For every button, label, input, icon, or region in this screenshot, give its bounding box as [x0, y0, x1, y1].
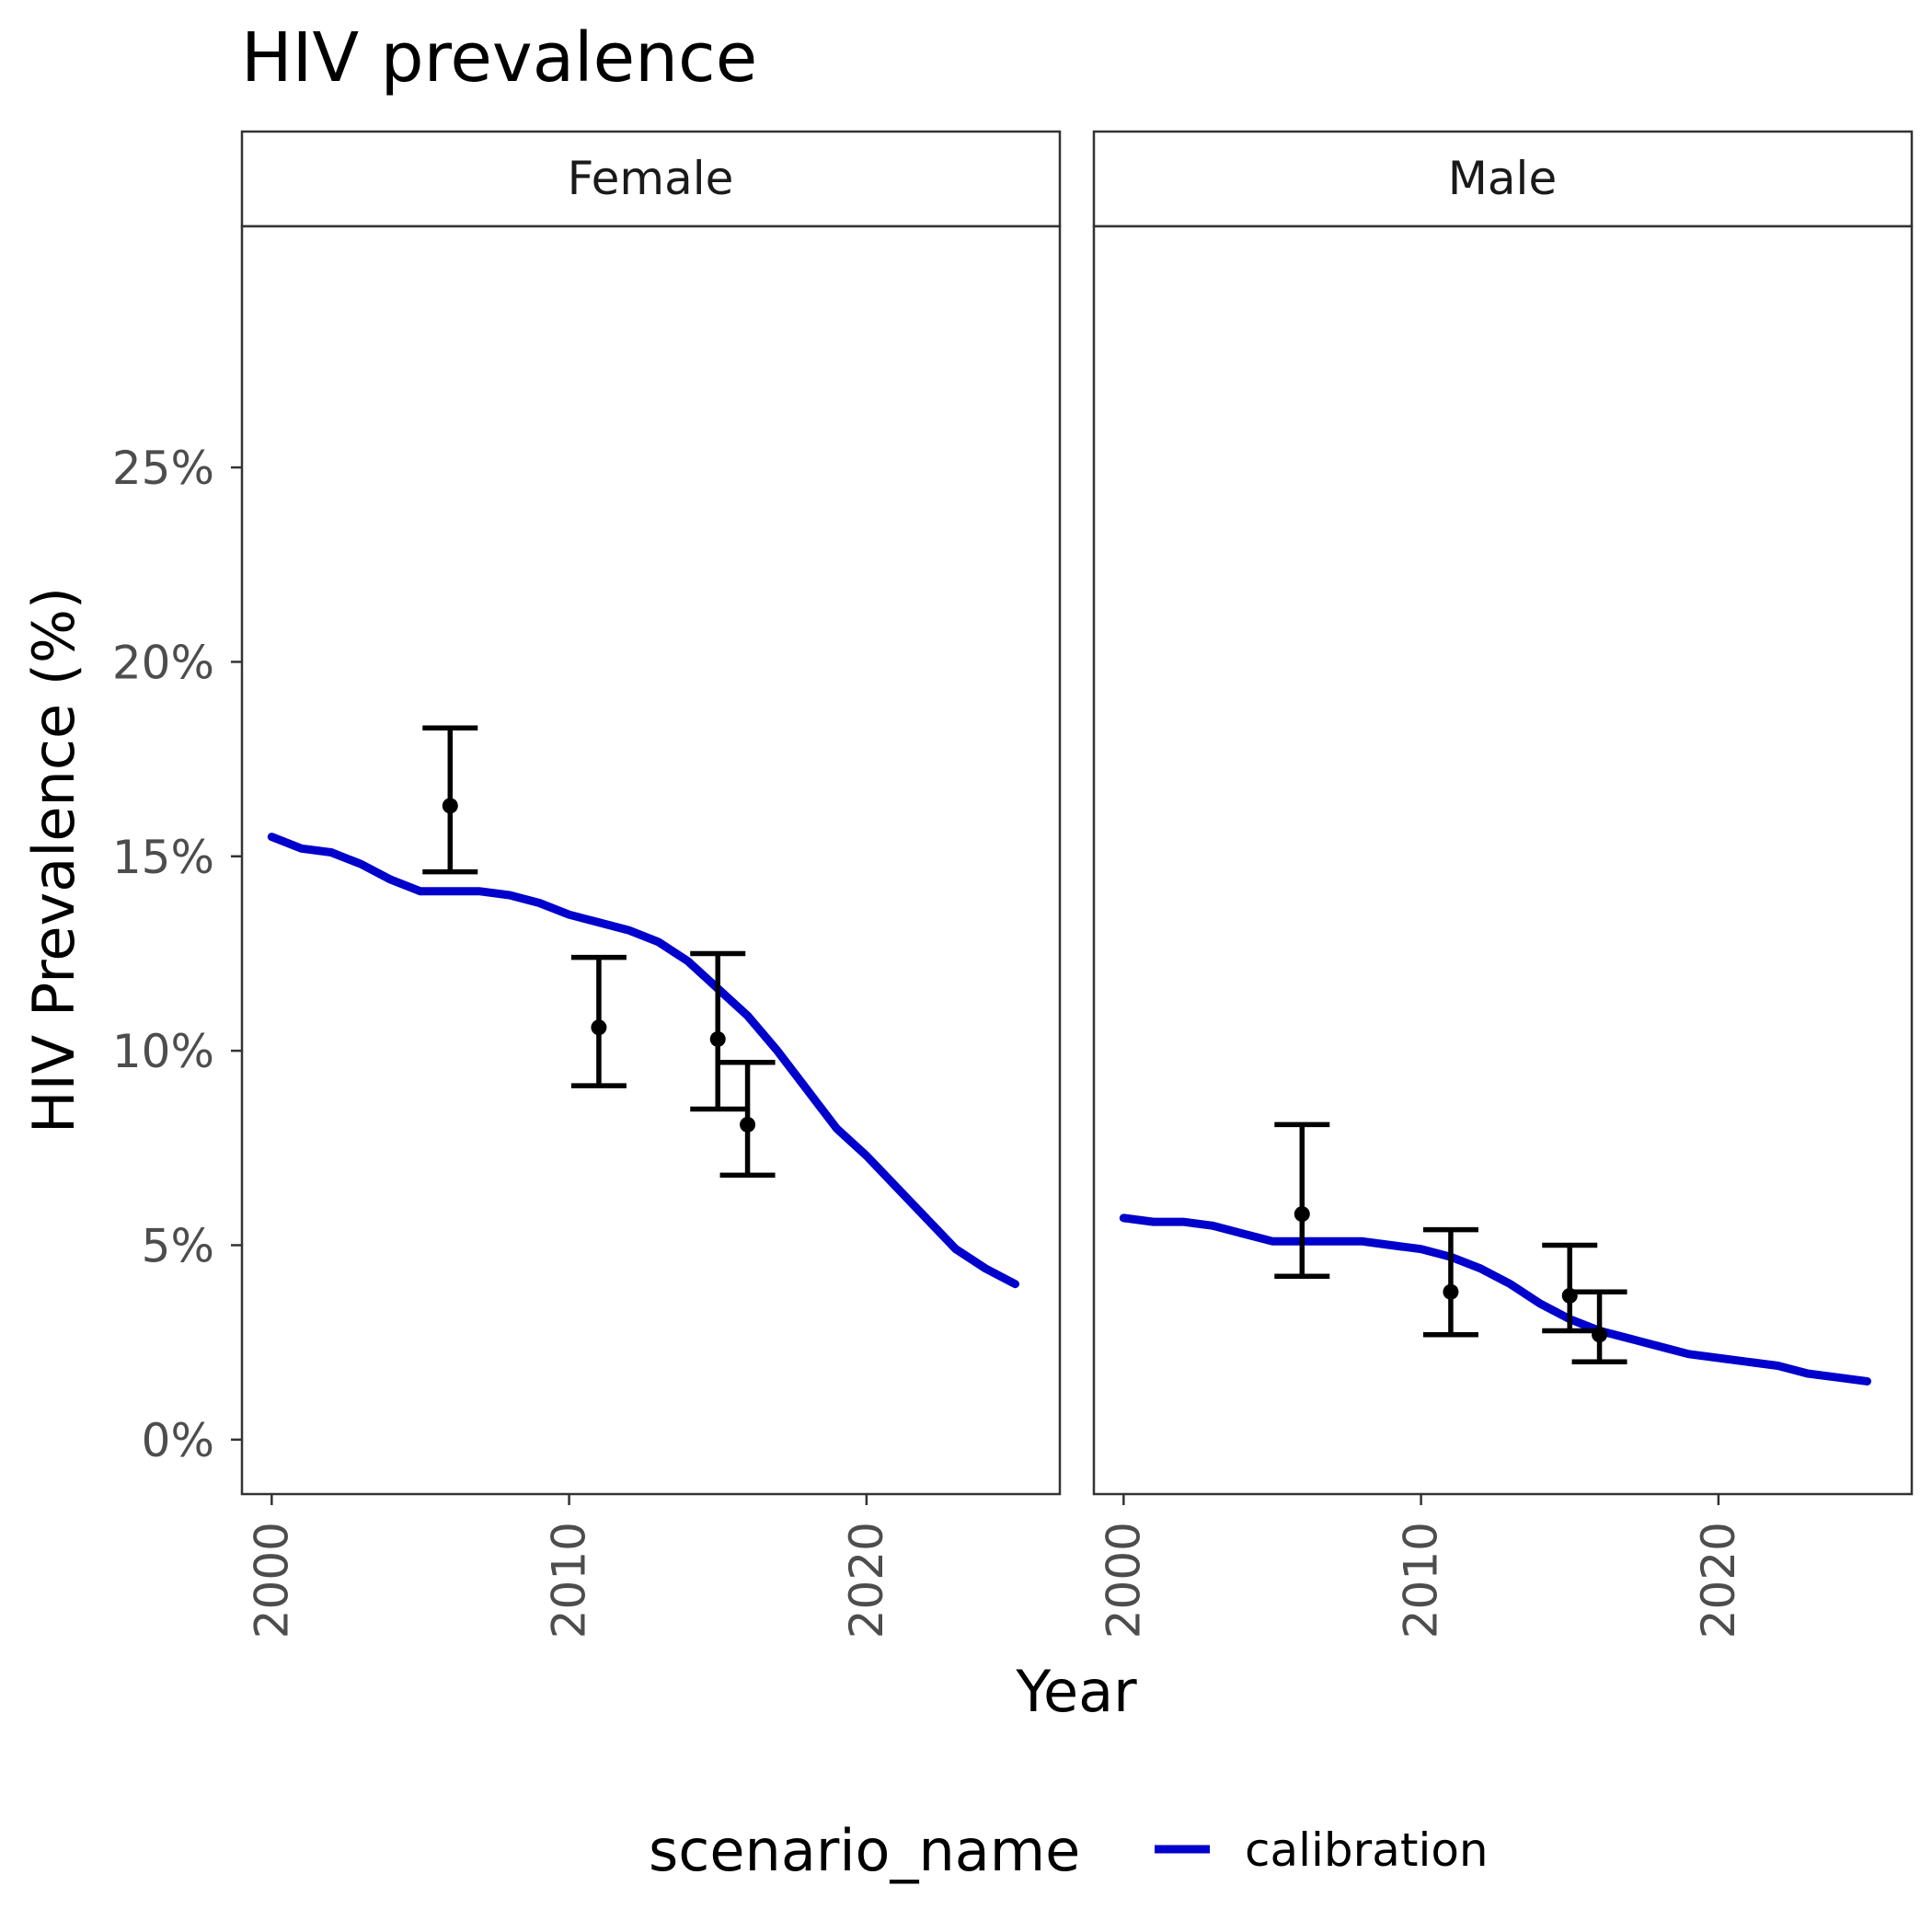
x-tick-label-male-2010: 2010 [1395, 1522, 1448, 1639]
female-marks-layer [267, 725, 1019, 1289]
y-tick-label-15: 15% [112, 831, 214, 884]
axes-layer: 0% 5% 10% 15% 20% 25% 2000 2010 2020 2000 2010 2020 [112, 442, 1745, 1639]
observation-female-2011 [570, 954, 627, 1088]
observed-point-female-2006 [442, 798, 458, 814]
observation-male-2011 [1422, 1226, 1478, 1338]
y-tick-label-25: 25% [112, 442, 214, 495]
x-tick-label-female-2000: 2000 [245, 1522, 298, 1639]
observed-point-female-2015 [709, 1030, 726, 1047]
facet-label-female: Female [568, 152, 734, 205]
y-tick-label-5: 5% [142, 1219, 214, 1272]
legend-label-calibration: calibration [1245, 1823, 1489, 1877]
y-tick-label-0: 0% [142, 1414, 214, 1467]
observation-male-2006 [1274, 1121, 1330, 1280]
x-tick-label-female-2010: 2010 [543, 1522, 596, 1639]
plot-area-female [242, 226, 1060, 1494]
observed-point-female-2016 [740, 1116, 756, 1133]
facet-strip-female [240, 130, 1062, 228]
legend-title: scenario_name [649, 1817, 1080, 1884]
y-tick-label-20: 20% [112, 636, 214, 689]
plot-area-male [1094, 226, 1912, 1494]
observation-female-2006 [422, 725, 478, 875]
y-tick-label-10: 10% [112, 1025, 214, 1078]
series-line-calibration-male [1119, 1213, 1871, 1386]
plot-border-male [1092, 224, 1914, 1496]
facet-panel-female: Female [240, 130, 1062, 1496]
facet-panel-male: Male [1092, 130, 1914, 1496]
y-axis-title: HIV Prevalence (%) [20, 587, 87, 1133]
observed-point-male-2006 [1294, 1206, 1310, 1223]
x-tick-label-male-2020: 2020 [1692, 1522, 1745, 1639]
series-line-calibration-female [267, 833, 1019, 1289]
observed-point-male-2016 [1592, 1327, 1608, 1343]
observed-point-male-2011 [1443, 1283, 1459, 1300]
observation-female-2015 [690, 950, 746, 1112]
legend: scenario_name calibration [649, 1817, 1489, 1884]
chart-title: HIV prevalence [241, 18, 757, 98]
male-marks-layer [1119, 1121, 1871, 1386]
x-axis-title: Year [1015, 1658, 1137, 1725]
observation-female-2016 [719, 1060, 776, 1179]
x-tick-label-male-2000: 2000 [1097, 1522, 1150, 1639]
x-tick-label-female-2020: 2020 [840, 1522, 893, 1639]
facet-strip-male [1092, 130, 1914, 228]
facet-label-male: Male [1448, 152, 1557, 205]
observation-male-2016 [1571, 1289, 1627, 1365]
observed-point-female-2011 [591, 1019, 607, 1036]
plot-border-female [240, 224, 1062, 1496]
